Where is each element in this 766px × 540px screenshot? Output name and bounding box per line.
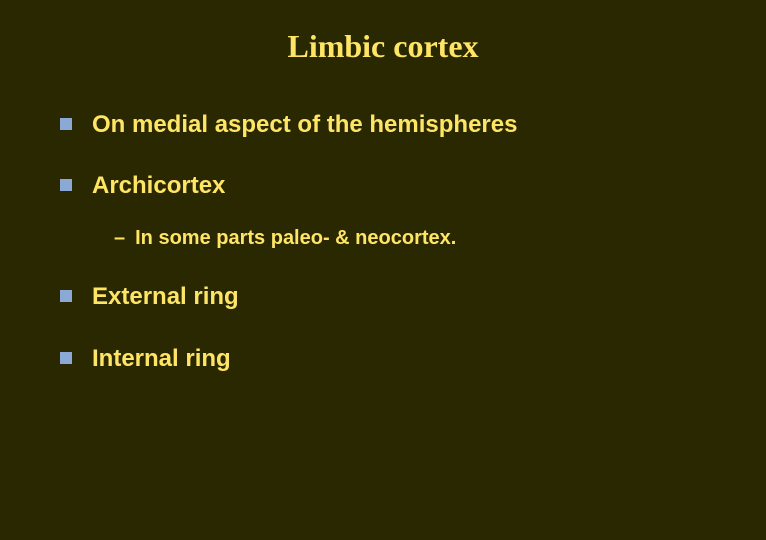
slide: Limbic cortex On medial aspect of the he… (0, 0, 766, 540)
list-item: Internal ring (60, 343, 706, 374)
bullet-text: Archicortex (92, 170, 225, 201)
sub-list-item: – In some parts paleo- & neocortex. (114, 225, 706, 251)
bullet-square-icon (60, 290, 72, 302)
list-item: External ring (60, 281, 706, 312)
bullet-text: External ring (92, 281, 239, 312)
bullet-text: Internal ring (92, 343, 231, 374)
list-item: On medial aspect of the hemispheres (60, 109, 706, 140)
slide-title: Limbic cortex (60, 28, 706, 65)
bullet-text: On medial aspect of the hemispheres (92, 109, 517, 140)
bullet-square-icon (60, 352, 72, 364)
dash-icon: – (114, 225, 125, 251)
bullet-square-icon (60, 179, 72, 191)
bullet-square-icon (60, 118, 72, 130)
list-item: Archicortex (60, 170, 706, 201)
sub-bullet-text: In some parts paleo- & neocortex. (135, 225, 456, 251)
